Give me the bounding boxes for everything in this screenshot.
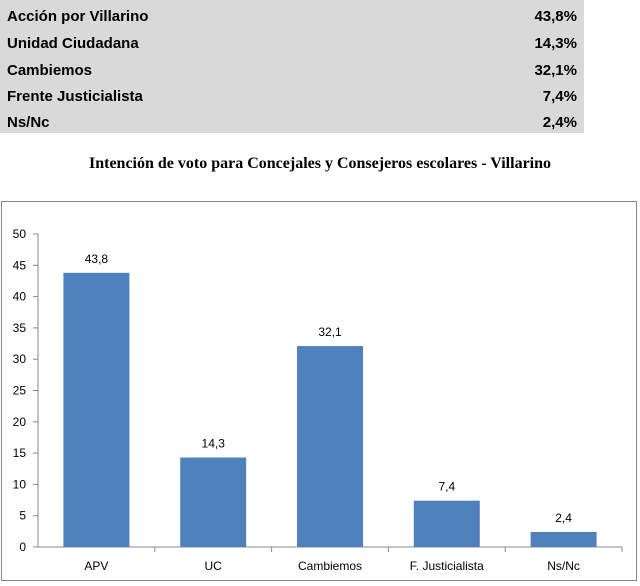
x-tick-label: Ns/Nc <box>547 559 580 573</box>
y-tick-label: 20 <box>13 415 27 429</box>
data-label: 32,1 <box>318 325 342 339</box>
bar <box>63 272 130 547</box>
chart-title: Intención de voto para Concejales y Cons… <box>88 155 552 172</box>
party-name: Acción por Villarino <box>7 8 149 25</box>
bar <box>180 457 247 547</box>
table-row: Frente Justicialista 7,4% <box>0 84 584 110</box>
x-tick-label: UC <box>205 559 223 573</box>
party-percentage: 32,1% <box>534 62 577 79</box>
data-label: 2,4 <box>555 511 572 525</box>
results-table: Acción por Villarino 43,8% Unidad Ciudad… <box>0 0 584 133</box>
bar <box>530 531 597 547</box>
y-tick-label: 30 <box>13 352 27 366</box>
y-tick-label: 0 <box>19 540 26 554</box>
data-label: 14,3 <box>202 436 226 450</box>
y-tick-label: 5 <box>19 509 26 523</box>
data-label: 43,8 <box>85 252 109 266</box>
bar <box>297 346 363 547</box>
party-name: Cambiemos <box>7 62 93 79</box>
y-tick-label: 50 <box>13 227 27 241</box>
y-tick-label: 15 <box>13 446 27 460</box>
x-tick-label: APV <box>84 559 108 573</box>
table-row: Acción por Villarino 43,8% <box>0 4 584 30</box>
y-tick-label: 25 <box>13 384 27 398</box>
party-name: Frente Justicialista <box>7 88 143 105</box>
bar <box>413 500 480 547</box>
x-tick-label: Cambiemos <box>298 559 362 573</box>
chart-frame: 0 5 10 15 20 25 30 35 40 45 50 43,8 APV 14,3 UC 32,1 Cam… <box>1 201 637 581</box>
party-percentage: 14,3% <box>534 35 577 52</box>
y-tick-label: 45 <box>13 258 27 272</box>
table-row: Cambiemos 32,1% <box>0 58 584 84</box>
table-row: Unidad Ciudadana 14,3% <box>0 31 584 57</box>
party-percentage: 7,4% <box>542 88 577 105</box>
x-tick-label: F. Justicialista <box>410 559 484 573</box>
party-name: Ns/Nc <box>7 114 50 131</box>
party-name: Unidad Ciudadana <box>7 35 139 52</box>
y-tick-label: 40 <box>13 290 27 304</box>
bar-chart: 0 5 10 15 20 25 30 35 40 45 50 43,8 APV 14,3 UC 32,1 Cam… <box>13 227 623 573</box>
data-label: 7,4 <box>438 480 455 494</box>
table-row: Ns/Nc 2,4% <box>0 110 584 136</box>
party-percentage: 2,4% <box>542 114 577 131</box>
party-percentage: 43,8% <box>534 8 577 25</box>
y-tick-label: 35 <box>13 321 27 335</box>
y-tick-label: 10 <box>13 477 27 491</box>
